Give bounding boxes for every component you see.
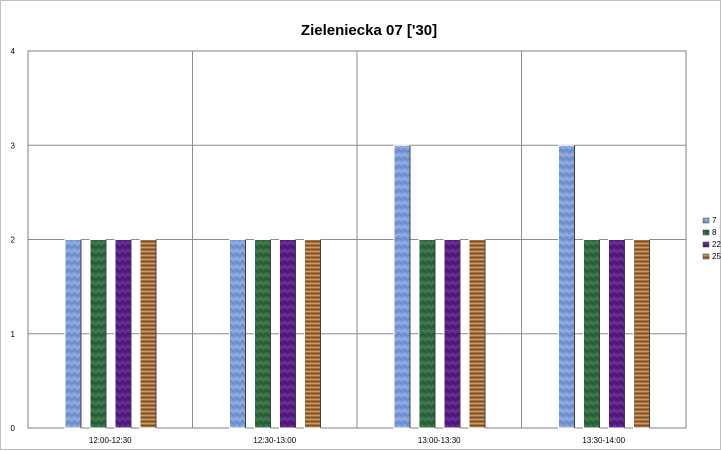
bar-series-8-3 [583, 239, 600, 429]
bar-series-25-0 [139, 239, 157, 429]
bar-series-7-2 [393, 144, 411, 429]
legend-swatch-22 [702, 241, 710, 248]
bar-series-22-0 [114, 239, 132, 429]
legend-swatch-7 [702, 217, 710, 224]
legend-swatch-25 [702, 253, 710, 260]
bar-series-7-1 [229, 239, 246, 429]
bar-series-25-3 [633, 239, 650, 429]
bar-series-8-1 [254, 239, 271, 429]
bar-series-22-2 [443, 239, 461, 429]
y-tick-label: 1 [11, 330, 16, 339]
x-tick-label: 12:00-12:30 [89, 436, 132, 445]
bars-layer [64, 144, 650, 429]
bar-series-25-1 [304, 239, 321, 429]
y-axis: 0 1 2 3 4 [11, 47, 16, 433]
legend: 7 8 22 25 [702, 216, 721, 261]
legend-label-8: 8 [712, 228, 717, 237]
legend-label-22: 22 [712, 240, 721, 249]
y-tick-label: 4 [11, 47, 16, 56]
legend-label-7: 7 [712, 216, 717, 225]
chart-title: Zieleniecka 07 ['30] [301, 22, 437, 39]
bar-series-7-0 [64, 239, 82, 429]
y-tick-label: 3 [11, 141, 16, 150]
bar-series-22-1 [279, 239, 296, 429]
x-tick-label: 12:30-13:00 [253, 436, 296, 445]
y-tick-label: 0 [11, 424, 16, 433]
bar-series-25-2 [468, 239, 486, 429]
x-tick-label: 13:00-13:30 [418, 436, 461, 445]
x-tick-label: 13:30-14:00 [582, 436, 625, 445]
legend-swatch-8 [702, 229, 710, 236]
legend-label-25: 25 [712, 252, 721, 261]
grid-layer [28, 51, 686, 428]
x-axis: 12:00-12:30 12:30-13:00 13:00-13:30 13:30-1… [89, 436, 626, 445]
bar-series-7-3 [558, 144, 575, 429]
bar-series-8-2 [418, 239, 436, 429]
bar-series-22-3 [608, 239, 625, 429]
y-tick-label: 2 [11, 236, 16, 245]
bar-series-8-0 [89, 239, 107, 429]
